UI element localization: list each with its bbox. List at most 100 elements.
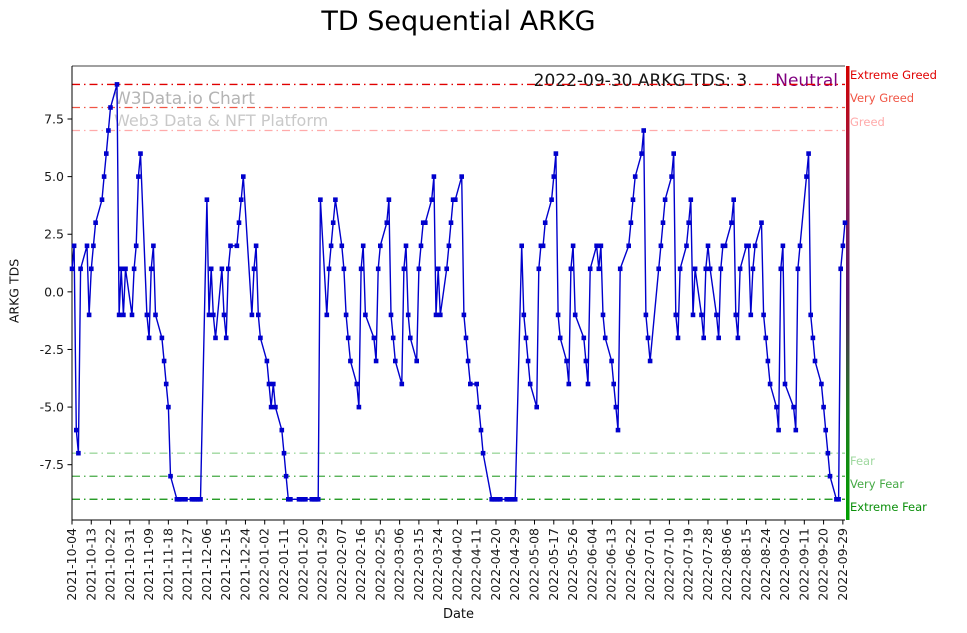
data-marker [519,243,524,249]
data-marker [746,243,751,249]
data-marker [555,312,561,318]
data-marker [722,243,728,249]
data-marker [626,243,631,249]
data-marker [433,312,439,318]
data-marker [178,497,184,502]
data-marker [249,312,255,318]
data-marker [328,243,334,249]
data-marker [645,335,651,341]
data-marker [116,312,122,318]
data-marker [615,427,621,433]
data-marker [384,220,390,225]
chart-title: TD Sequential ARKG [321,6,596,37]
data-marker [326,266,332,272]
data-marker [258,335,263,341]
data-marker [498,497,503,502]
x-tick-label: 2022-05-17 [546,528,561,601]
data-marker [414,358,419,364]
x-tick-label: 2022-04-20 [488,528,503,601]
x-tick-label: 2022-01-20 [295,528,310,601]
data-marker [390,335,396,341]
data-marker [236,220,242,225]
data-marker [348,358,353,364]
data-marker [581,335,587,341]
watermark-line1: W3Data.io Chart [114,89,255,109]
data-marker [393,358,398,364]
data-marker [234,243,240,249]
data-marker [660,220,666,225]
data-marker [226,266,231,272]
data-marker [208,266,214,272]
data-marker [549,197,554,202]
data-marker [553,151,559,156]
data-marker [671,151,676,156]
data-marker [658,243,664,249]
data-marker [373,358,379,364]
data-marker [836,497,841,502]
data-marker [183,497,188,502]
threshold-label: Very Fear [850,477,905,492]
data-marker [388,312,394,318]
data-marker [211,312,216,318]
data-marker [748,312,754,318]
x-tick-label: 2021-10-04 [64,528,79,601]
x-tick-label: 2022-04-11 [469,528,484,601]
data-marker [206,312,212,318]
data-marker [238,197,244,202]
data-marker [129,312,135,318]
data-marker [557,335,563,341]
data-marker [478,427,484,433]
data-marker [705,243,711,249]
x-tick-label: 2022-08-15 [739,528,754,601]
data-marker [223,335,229,341]
x-tick-label: 2022-01-29 [315,528,330,601]
data-marker [780,243,786,249]
data-marker [568,266,574,272]
data-marker [104,151,109,156]
latest-value-annotation: 2022-09-30 ARKG TDS: 3 Neutral [534,71,838,91]
data-marker [136,174,141,179]
data-marker [429,197,434,202]
watermark-line2: Web3 Data & NFT Platform [114,111,329,130]
x-tick-label: 2022-09-20 [816,528,831,601]
data-marker [810,335,816,341]
data-marker [330,220,336,225]
x-tick-label: 2022-03-24 [430,528,445,601]
x-tick-label: 2022-08-06 [719,528,734,601]
data-marker [669,174,674,179]
data-marker [566,381,572,387]
data-marker [812,358,818,364]
annotation-sentiment: Neutral [775,71,838,91]
data-marker [699,312,704,318]
data-marker [585,381,591,387]
data-marker [639,151,644,156]
data-marker [791,404,796,410]
y-tick-label: -2.5 [40,342,64,357]
data-marker [339,243,345,249]
data-marker [86,312,92,318]
data-marker [266,381,272,387]
data-marker [776,427,781,433]
data-marker [602,335,608,341]
data-marker [358,266,364,272]
data-marker [733,312,739,318]
data-marker [423,220,428,225]
x-tick-label: 2022-03-15 [411,528,426,601]
data-marker [360,243,366,249]
data-marker [399,381,405,387]
data-marker [765,358,771,364]
data-marker [356,404,362,410]
data-marker [570,243,576,249]
data-marker [767,381,773,387]
x-tick-label: 2021-11-27 [180,528,195,601]
data-marker [354,381,360,387]
data-marker [144,312,150,318]
data-marker [251,266,257,272]
data-marker [752,243,758,249]
data-marker [204,197,210,202]
data-marker [288,497,293,502]
data-marker [643,312,649,318]
annotation-text: 2022-09-30 ARKG TDS: 3 [533,71,748,91]
data-marker [151,243,156,249]
